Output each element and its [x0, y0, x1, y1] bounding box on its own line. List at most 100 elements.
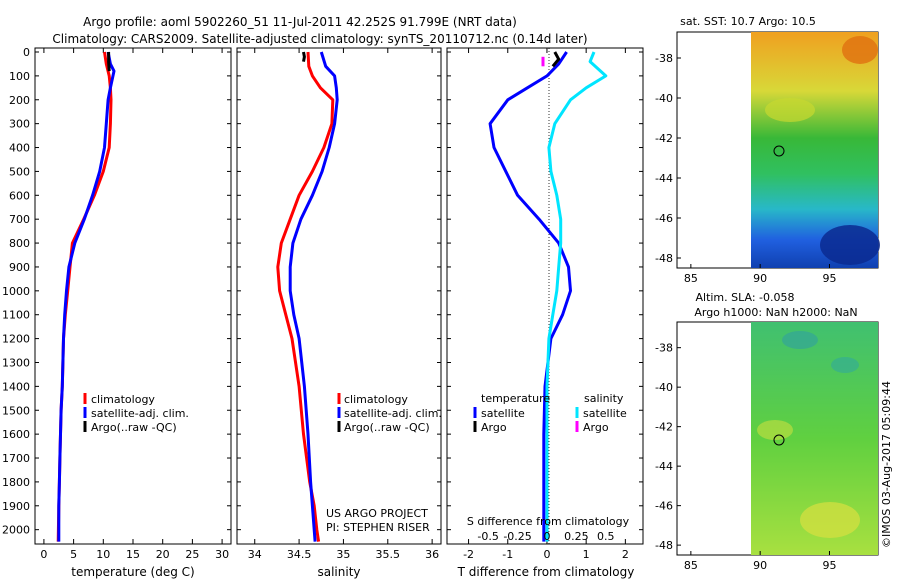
series-line-argo-raw-qc- [302, 51, 306, 62]
series-line-t-satellite [488, 51, 572, 542]
map-lat-label: -38 [655, 52, 673, 65]
difference-legend: temperature salinity satellite Argo sate… [473, 392, 627, 434]
depth-tick-label: 400 [9, 142, 30, 155]
temperature-plot-frame [34, 47, 232, 545]
imos-credit: ©IMOS 03-Aug-2017 05:09:44 [880, 381, 893, 548]
s-tick-label: 0 [543, 530, 550, 543]
legend-label-satellite: satellite-adj. clim. [91, 407, 189, 420]
series-line-t-argo [551, 51, 561, 68]
t-difference-x-label: T difference from climatology [457, 565, 635, 579]
sst-cold-patch [820, 225, 880, 265]
sla-map-panel: Altim. SLA: -0.058 Argo h1000: NaN h2000… [655, 291, 879, 572]
figure-title-line-2: Climatology: CARS2009. Satellite-adjuste… [52, 32, 587, 46]
depth-tick-label: 100 [9, 70, 30, 83]
sla-map-axes: 85 90 95 -38 -40 -42 -44 -46 -48 [655, 342, 836, 572]
x-tick-label: 34 [248, 548, 262, 561]
sst-yellow-patch [765, 98, 815, 122]
s-difference-tick-labels: -0.5 -0.25 0 0.25 0.5 [477, 530, 614, 543]
difference-series [488, 51, 608, 542]
sst-warm-patch [842, 36, 878, 64]
depth-tick-label: 1200 [2, 333, 30, 346]
x-tick-label: 0 [543, 548, 550, 561]
sla-yellow-patch [757, 420, 793, 440]
pi-annotation: PI: STEPHEN RISER [326, 521, 430, 534]
depth-tick-label: 700 [9, 213, 30, 226]
depth-tick-label: 1400 [2, 380, 30, 393]
figure-title-line-1: Argo profile: aoml 5902260_51 11-Jul-201… [83, 15, 517, 29]
salinity-x-label: salinity [317, 565, 360, 579]
map-lat-label: -42 [655, 421, 673, 434]
depth-tick-label: 0 [23, 46, 30, 59]
x-tick-label: 25 [185, 548, 199, 561]
x-tick-label: 15 [126, 548, 140, 561]
x-tick-label: -1 [502, 548, 513, 561]
depth-tick-label: 2000 [2, 524, 30, 537]
map-lat-label: -40 [655, 92, 673, 105]
legend-heading-salinity: salinity [584, 392, 624, 405]
temperature-series [56, 51, 116, 542]
salinity-x-axis: 34 34.5 35 35.5 36 [248, 48, 439, 561]
depth-tick-label: 200 [9, 94, 30, 107]
x-tick-label: 35.5 [376, 548, 401, 561]
difference-x-axis: -2 -1 0 1 2 [463, 48, 629, 561]
x-tick-label: 2 [622, 548, 629, 561]
legend-heading-temperature: temperature [481, 392, 550, 405]
x-tick-label: 35 [336, 548, 350, 561]
map-lon-label: 85 [684, 559, 698, 572]
temperature-x-axis: 0 5 10 15 20 25 30 [40, 48, 229, 561]
map-lon-label: 85 [684, 272, 698, 285]
depth-tick-label: 1500 [2, 404, 30, 417]
float-position-marker [773, 145, 785, 157]
project-annotation: US ARGO PROJECT [326, 507, 428, 520]
x-tick-label: 20 [156, 548, 170, 561]
map-lat-label: -48 [655, 252, 673, 265]
depth-tick-label: 1100 [2, 309, 30, 322]
x-tick-label: 10 [96, 548, 110, 561]
depth-tick-label: 1000 [2, 285, 30, 298]
series-line-climatology [276, 51, 335, 542]
sla-map-title-line-1: Altim. SLA: -0.058 [695, 291, 794, 304]
depth-tick-label: 300 [9, 118, 30, 131]
sla-blue-patch [831, 357, 859, 373]
x-tick-label: 5 [70, 548, 77, 561]
series-line-s-satellite [545, 51, 608, 542]
map-lon-label: 95 [822, 559, 836, 572]
map-lat-label: -44 [655, 172, 673, 185]
map-lon-label: 90 [753, 272, 767, 285]
temperature-panel: 0100200300400500600700800900100011001200… [2, 46, 643, 579]
sst-map-panel: sat. SST: 10.7 Argo: 10.5 85 90 95 -38 -40 -4… [655, 15, 880, 285]
map-lon-label: 95 [822, 272, 836, 285]
depth-tick-label: 1700 [2, 452, 30, 465]
legend-label-argo: Argo(..raw -QC) [91, 421, 177, 434]
s-difference-label: S difference from climatology [467, 515, 630, 528]
depth-tick-label: 500 [9, 165, 30, 178]
depth-tick-label: 1900 [2, 500, 30, 513]
x-tick-label: 1 [583, 548, 590, 561]
series-line-satellite-adj-clim- [288, 51, 339, 542]
sla-map-title-line-2: Argo h1000: NaN h2000: NaN [694, 306, 857, 319]
temperature-x-label: temperature (deg C) [71, 565, 194, 579]
depth-axis: 0 100 200 300 400 500 600 700 800 900 1000 1100 1200… [2, 46, 643, 537]
s-tick-label: 0.5 [597, 530, 615, 543]
series-line-satellite-adj-clim- [57, 51, 116, 542]
x-tick-label: 34.5 [287, 548, 312, 561]
difference-plot-frame [446, 47, 644, 545]
map-lat-label: -40 [655, 381, 673, 394]
map-lat-label: -44 [655, 460, 673, 473]
x-tick-label: 30 [215, 548, 229, 561]
difference-panel: -2 -1 0 1 2 temperature salinity satellite A… [446, 47, 644, 579]
map-lat-label: -42 [655, 132, 673, 145]
legend-label-satellite: satellite-adj. clim. [344, 407, 442, 420]
s-tick-label: 0.25 [564, 530, 589, 543]
legend-label-t-satellite: satellite [481, 407, 525, 420]
sla-yellow-patch [800, 502, 860, 538]
sla-blue-patch [782, 331, 818, 349]
s-tick-label: -0.25 [503, 530, 531, 543]
x-tick-label: 0 [40, 548, 47, 561]
map-lat-label: -46 [655, 500, 673, 513]
s-tick-label: -0.5 [477, 530, 498, 543]
depth-tick-label: 600 [9, 189, 30, 202]
legend-label-s-argo: Argo [583, 421, 609, 434]
salinity-legend: climatology satellite-adj. clim. Argo(..… [337, 393, 442, 434]
